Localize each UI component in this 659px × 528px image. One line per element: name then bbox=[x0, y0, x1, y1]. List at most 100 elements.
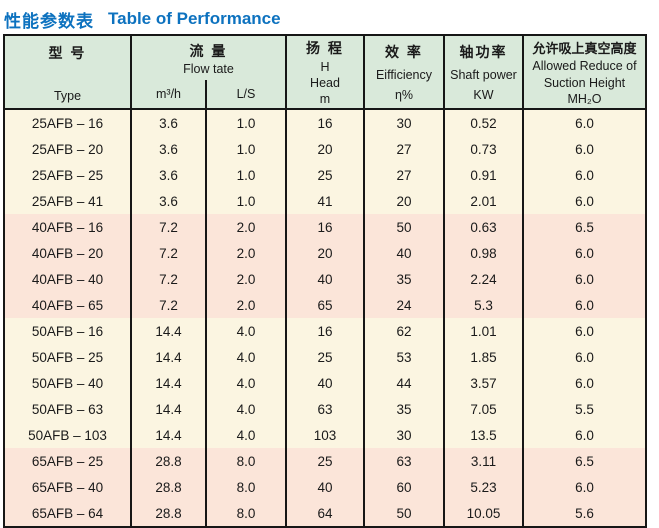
cell-eff: 40 bbox=[363, 240, 444, 266]
page-title: 性能参数表 Table of Performance bbox=[0, 0, 659, 34]
table-body: 25AFB – 16 3.6 1.0 16 30 0.52 6.0 25AFB – 20 3.6… bbox=[4, 108, 646, 527]
header-type-en: Type bbox=[53, 89, 82, 103]
table-row: 40AFB – 40 7.2 2.0 40 35 2.24 6.0 bbox=[4, 266, 646, 292]
table-row: 65AFB – 64 28.8 8.0 64 50 10.05 5.6 bbox=[4, 500, 646, 527]
cell-type: 65AFB – 64 bbox=[4, 500, 131, 527]
cell-kw: 2.01 bbox=[443, 188, 523, 214]
cell-eff: 24 bbox=[363, 292, 444, 318]
cell-head: 16 bbox=[285, 108, 364, 136]
cell-ls: 2.0 bbox=[205, 292, 286, 318]
cell-eff: 62 bbox=[363, 318, 444, 344]
cell-kw: 10.05 bbox=[443, 500, 523, 527]
cell-type: 25AFB – 16 bbox=[4, 108, 131, 136]
cell-kw: 3.11 bbox=[443, 448, 523, 474]
cell-suction: 6.5 bbox=[522, 214, 646, 240]
header-efficiency-zh: 效 率 bbox=[385, 44, 423, 60]
cell-head: 103 bbox=[285, 422, 364, 448]
cell-type: 40AFB – 16 bbox=[4, 214, 131, 240]
cell-type: 40AFB – 65 bbox=[4, 292, 131, 318]
cell-ls: 8.0 bbox=[205, 500, 286, 527]
cell-eff: 60 bbox=[363, 474, 444, 500]
cell-suction: 6.0 bbox=[522, 266, 646, 292]
header-flow-zh: 流 量 bbox=[189, 42, 228, 59]
cell-ls: 4.0 bbox=[205, 370, 286, 396]
cell-suction: 5.6 bbox=[522, 500, 646, 527]
cell-type: 65AFB – 40 bbox=[4, 474, 131, 500]
header-flow-ls-label: L/S bbox=[236, 87, 256, 101]
cell-head: 65 bbox=[285, 292, 364, 318]
cell-head: 20 bbox=[285, 136, 364, 162]
table-row: 40AFB – 20 7.2 2.0 20 40 0.98 6.0 bbox=[4, 240, 646, 266]
cell-m3h: 14.4 bbox=[130, 344, 206, 370]
cell-m3h: 28.8 bbox=[130, 448, 206, 474]
cell-kw: 2.24 bbox=[443, 266, 523, 292]
cell-eff: 35 bbox=[363, 396, 444, 422]
cell-ls: 4.0 bbox=[205, 318, 286, 344]
cell-m3h: 3.6 bbox=[130, 136, 206, 162]
cell-eff: 27 bbox=[363, 136, 444, 162]
cell-suction: 6.0 bbox=[522, 422, 646, 448]
header-suction-en-1: Allowed Reduce of bbox=[532, 59, 637, 74]
cell-head: 40 bbox=[285, 266, 364, 292]
cell-kw: 5.23 bbox=[443, 474, 523, 500]
cell-head: 63 bbox=[285, 396, 364, 422]
cell-head: 25 bbox=[285, 344, 364, 370]
header-shaft-power-en: Shaft power bbox=[450, 68, 517, 82]
cell-eff: 20 bbox=[363, 188, 444, 214]
cell-type: 50AFB – 103 bbox=[4, 422, 131, 448]
table-row: 40AFB – 65 7.2 2.0 65 24 5.3 6.0 bbox=[4, 292, 646, 318]
header-suction-zh: 允许吸上真空高度 bbox=[532, 41, 637, 57]
cell-m3h: 28.8 bbox=[130, 500, 206, 527]
cell-eff: 50 bbox=[363, 214, 444, 240]
table-row: 25AFB – 41 3.6 1.0 41 20 2.01 6.0 bbox=[4, 188, 646, 214]
header-flow-m3h-label: m³/h bbox=[156, 87, 181, 101]
cell-ls: 1.0 bbox=[205, 108, 286, 136]
cell-suction: 6.0 bbox=[522, 318, 646, 344]
cell-kw: 0.73 bbox=[443, 136, 523, 162]
cell-m3h: 28.8 bbox=[130, 474, 206, 500]
header-efficiency: 效 率 Eifficiency η% bbox=[363, 35, 444, 109]
page-title-english: Table of Performance bbox=[108, 9, 281, 28]
cell-head: 41 bbox=[285, 188, 364, 214]
header-shaft-power-zh: 轴功率 bbox=[459, 44, 508, 60]
cell-ls: 1.0 bbox=[205, 162, 286, 188]
cell-type: 40AFB – 40 bbox=[4, 266, 131, 292]
cell-eff: 30 bbox=[363, 422, 444, 448]
header-efficiency-unit: η% bbox=[394, 88, 414, 102]
cell-suction: 6.0 bbox=[522, 108, 646, 136]
cell-kw: 1.85 bbox=[443, 344, 523, 370]
table-row: 25AFB – 16 3.6 1.0 16 30 0.52 6.0 bbox=[4, 108, 646, 136]
cell-ls: 4.0 bbox=[205, 422, 286, 448]
cell-m3h: 3.6 bbox=[130, 188, 206, 214]
cell-eff: 53 bbox=[363, 344, 444, 370]
cell-ls: 4.0 bbox=[205, 396, 286, 422]
cell-kw: 0.52 bbox=[443, 108, 523, 136]
cell-eff: 30 bbox=[363, 108, 444, 136]
table-row: 25AFB – 25 3.6 1.0 25 27 0.91 6.0 bbox=[4, 162, 646, 188]
table-row: 40AFB – 16 7.2 2.0 16 50 0.63 6.5 bbox=[4, 214, 646, 240]
cell-head: 25 bbox=[285, 448, 364, 474]
cell-m3h: 14.4 bbox=[130, 370, 206, 396]
table-row: 50AFB – 40 14.4 4.0 40 44 3.57 6.0 bbox=[4, 370, 646, 396]
cell-m3h: 7.2 bbox=[130, 292, 206, 318]
cell-type: 25AFB – 20 bbox=[4, 136, 131, 162]
cell-type: 40AFB – 20 bbox=[4, 240, 131, 266]
cell-m3h: 7.2 bbox=[130, 266, 206, 292]
header-type: 型 号 Type bbox=[4, 35, 131, 109]
header-flow-en: Flow tate bbox=[183, 61, 234, 76]
header-flow-m3h: m³/h bbox=[130, 80, 206, 109]
header-flow-rate: 流 量 Flow tate bbox=[130, 35, 286, 80]
header-head-zh: 扬 程 bbox=[306, 40, 344, 56]
cell-kw: 3.57 bbox=[443, 370, 523, 396]
cell-m3h: 7.2 bbox=[130, 214, 206, 240]
cell-ls: 2.0 bbox=[205, 266, 286, 292]
table-row: 50AFB – 63 14.4 4.0 63 35 7.05 5.5 bbox=[4, 396, 646, 422]
table-row: 50AFB – 25 14.4 4.0 25 53 1.85 6.0 bbox=[4, 344, 646, 370]
cell-ls: 1.0 bbox=[205, 188, 286, 214]
cell-m3h: 14.4 bbox=[130, 318, 206, 344]
cell-type: 65AFB – 25 bbox=[4, 448, 131, 474]
cell-type: 50AFB – 16 bbox=[4, 318, 131, 344]
cell-type: 50AFB – 63 bbox=[4, 396, 131, 422]
cell-head: 20 bbox=[285, 240, 364, 266]
cell-kw: 1.01 bbox=[443, 318, 523, 344]
